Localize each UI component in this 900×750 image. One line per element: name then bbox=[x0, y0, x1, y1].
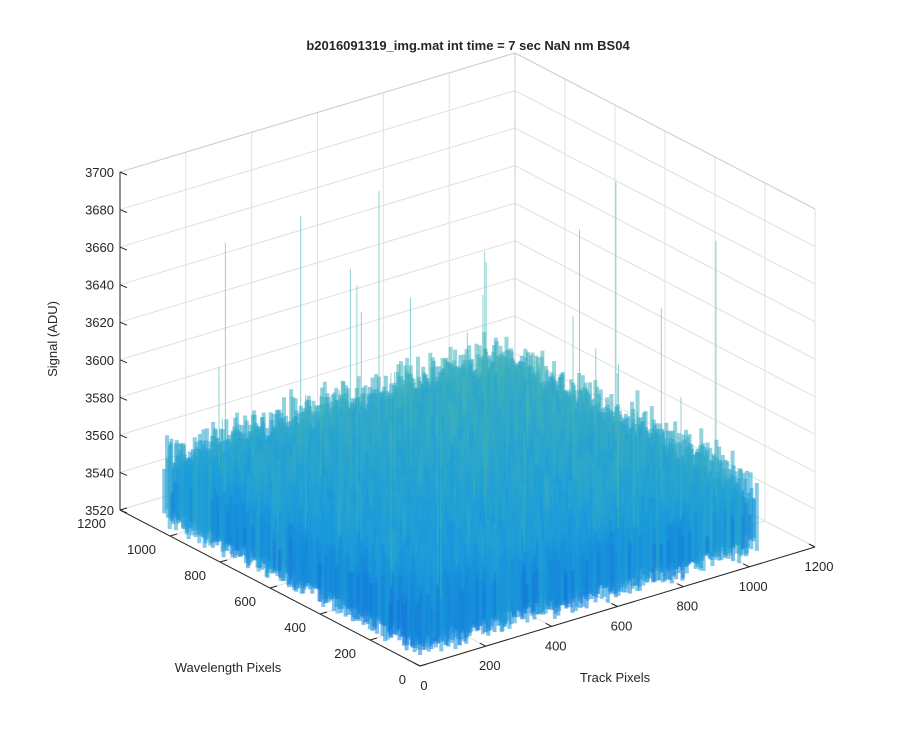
grid-line bbox=[119, 90, 516, 211]
grid-line bbox=[514, 277, 816, 435]
grid-line bbox=[119, 165, 516, 286]
grid-line bbox=[119, 127, 516, 248]
grid-line bbox=[119, 315, 516, 436]
grid-line bbox=[514, 127, 816, 285]
grid-line bbox=[514, 202, 816, 360]
box-edge bbox=[514, 52, 816, 210]
grid-line bbox=[514, 90, 816, 248]
grid-line bbox=[514, 315, 816, 473]
box-edge bbox=[119, 52, 516, 173]
grid-line bbox=[119, 240, 516, 361]
grid-line bbox=[514, 240, 816, 398]
grid-line bbox=[514, 165, 816, 323]
grid-line bbox=[119, 277, 516, 398]
surface-plot bbox=[162, 181, 759, 655]
grid-line bbox=[119, 202, 516, 323]
